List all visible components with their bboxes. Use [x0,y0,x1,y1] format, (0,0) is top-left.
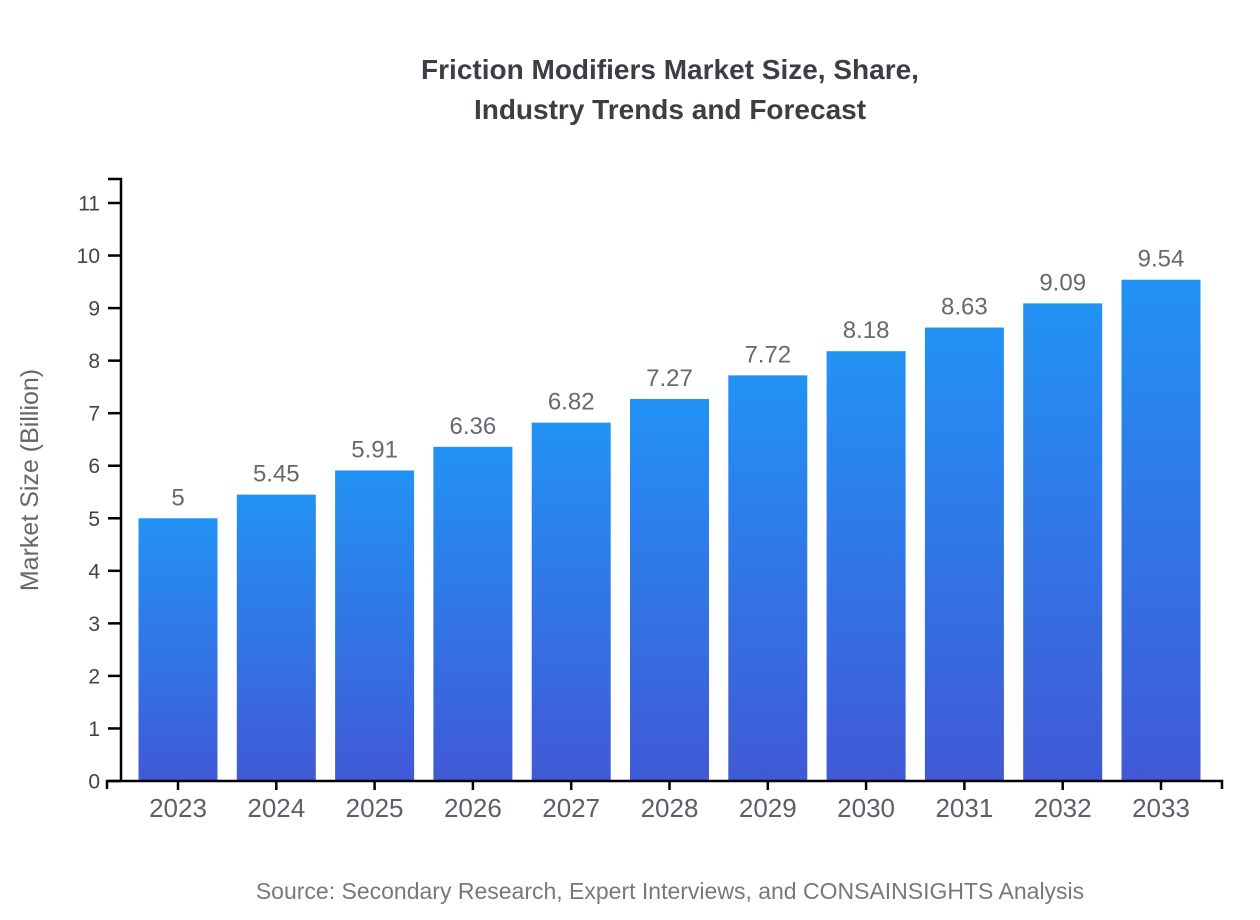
y-tick-label: 9 [88,298,100,321]
x-axis-line [105,779,1224,789]
x-tick-label: 2033 [1132,793,1190,823]
x-tick-label: 2032 [1034,793,1092,823]
bar-value-label: 6.82 [548,389,595,416]
bar [138,518,218,781]
bar [335,470,415,781]
y-axis-line [108,177,123,781]
bar [630,398,709,781]
value-labels-group: 5 5.45 5.91 6.36 6.82 7.27 7.72 8.18 8.63 9.09 9.5… [171,246,1184,512]
y-tick-label: 1 [88,718,100,741]
bar [236,494,316,781]
y-tick-label: 4 [88,560,100,583]
x-tick-label: 2026 [444,793,502,823]
chart-title-line-1: Friction Modifiers Market Size, Share, [421,54,919,85]
y-axis-label: Market Size (Billion) [16,369,44,591]
bar [1023,303,1103,781]
y-tick-label: 10 [77,245,100,268]
y-tick-label: 11 [78,193,100,216]
bar-value-label: 8.63 [941,294,988,321]
x-tick-label: 2031 [935,793,993,823]
y-tick-label: 3 [88,613,100,636]
bar-value-label: 7.72 [744,341,791,368]
source-note: Source: Secondary Research, Expert Inter… [256,878,1084,904]
y-tick-label: 5 [88,508,100,531]
bar [433,446,513,781]
x-tick-label: 2023 [149,793,207,823]
chart-title-line-2: Industry Trends and Forecast [474,94,866,125]
x-tick-label: 2025 [346,793,404,823]
y-tick-label: 7 [88,403,100,426]
bars-group [138,279,1201,781]
bar [728,375,808,781]
x-tick-label: 2027 [542,793,600,823]
bar-value-label: 7.27 [646,365,693,392]
bar-value-label: 5.91 [351,436,398,463]
x-axis-ticks: 2023 2024 2025 2026 2027 2028 2029 2030 2031 2032… [149,782,1190,823]
bar-value-label: 9.09 [1039,269,1086,296]
bar [1121,279,1201,781]
bar-value-label: 6.36 [450,413,497,440]
bar-value-label: 5.45 [253,461,300,488]
y-tick-label: 0 [88,771,100,794]
bar-value-label: 9.54 [1138,246,1185,273]
bar [826,351,906,781]
x-tick-label: 2029 [739,793,797,823]
bar [924,327,1004,781]
bar [531,422,611,781]
y-axis-ticks: 0 1 2 3 4 5 6 7 8 9 10 11 [77,193,121,794]
y-tick-label: 8 [88,350,100,373]
bar-value-label: 8.18 [843,317,890,344]
x-tick-label: 2024 [247,793,305,823]
x-tick-label: 2028 [641,793,699,823]
x-tick-label: 2030 [837,793,895,823]
bar-value-label: 5 [171,484,184,511]
y-tick-label: 2 [88,665,100,688]
y-tick-label: 6 [88,455,100,478]
